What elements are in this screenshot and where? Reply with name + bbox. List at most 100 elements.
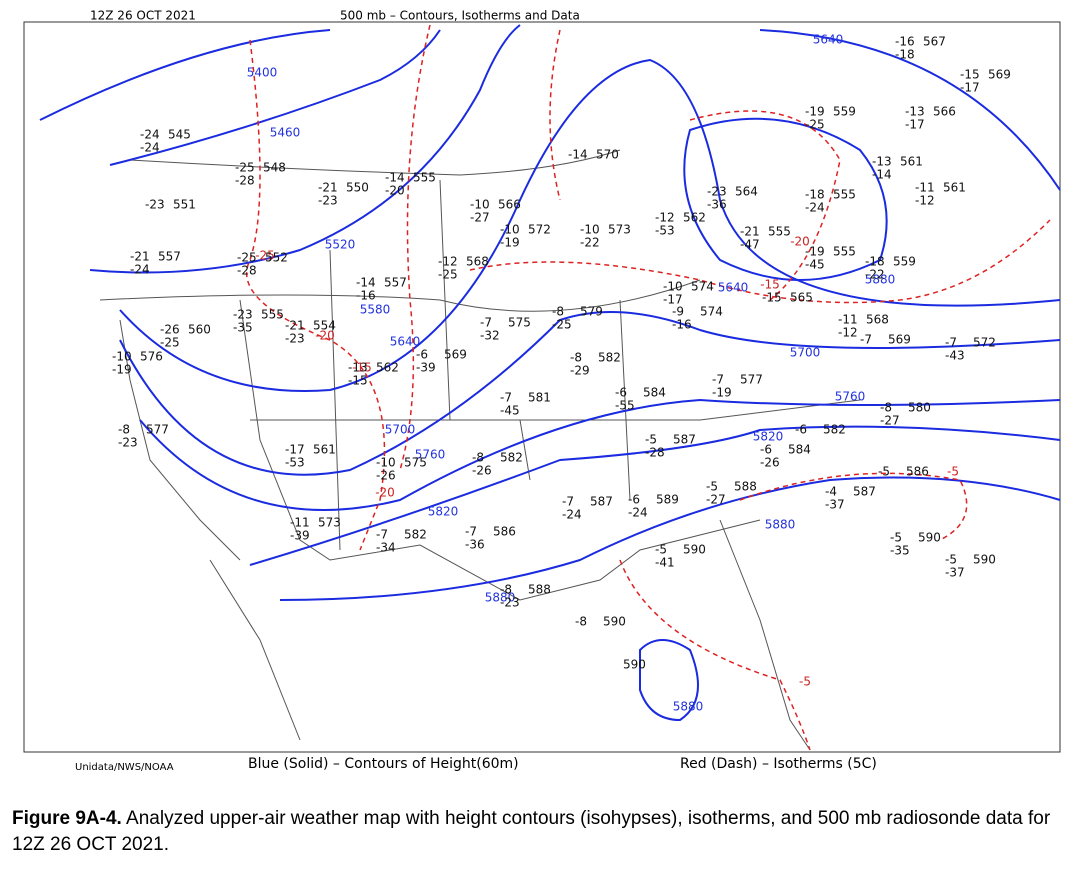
station-temp: -15 xyxy=(960,68,980,82)
station-dewpoint: -27 xyxy=(880,414,900,428)
station-height: 590 xyxy=(918,531,941,545)
station-temp: -25 xyxy=(235,161,255,175)
station-temp: -14 xyxy=(568,148,588,162)
labels: 12Z 26 OCT 2021 500 mb – Contours, Isoth… xyxy=(75,9,877,774)
station-temp: -5 xyxy=(706,480,718,494)
height-contour-label: 5700 xyxy=(790,346,821,360)
height-contour-label: 5520 xyxy=(325,238,356,252)
station-temp: -17 xyxy=(285,443,305,457)
height-contour-label: 5400 xyxy=(247,66,278,80)
station-temp: -23 xyxy=(145,198,165,212)
caption-text: Analyzed upper-air weather map with heig… xyxy=(12,808,1051,855)
height-contour-label: 5880 xyxy=(485,591,516,605)
station-dewpoint: -53 xyxy=(285,456,305,470)
station-dewpoint: -24 xyxy=(562,508,582,522)
station-temp: -24 xyxy=(140,128,160,142)
station-dewpoint: -43 xyxy=(945,349,965,363)
station-height: 559 xyxy=(893,255,916,269)
station-temp: -13 xyxy=(872,155,892,169)
station-temp: -4 xyxy=(825,485,837,499)
station-height: 584 xyxy=(788,443,811,457)
station-temp: -10 xyxy=(376,456,396,470)
station-dewpoint: -18 xyxy=(895,48,915,62)
station-height: 586 xyxy=(906,465,929,479)
station-dewpoint: -24 xyxy=(805,201,825,215)
station-dewpoint: -24 xyxy=(140,141,160,155)
station-height: 572 xyxy=(973,336,996,350)
station-height: 555 xyxy=(833,188,856,202)
station-dewpoint: -55 xyxy=(615,399,635,413)
station-dewpoint: -26 xyxy=(376,469,396,483)
station-dewpoint: -32 xyxy=(480,329,500,343)
station-temp: -11 xyxy=(915,181,935,195)
station-height: 573 xyxy=(608,223,631,237)
station-temp: -5 xyxy=(878,465,890,479)
station-height: 559 xyxy=(833,105,856,119)
station-temp: -7 xyxy=(500,391,512,405)
station-height: 582 xyxy=(598,351,621,365)
station-dewpoint: -24 xyxy=(130,263,150,277)
station-dewpoint: -17 xyxy=(960,81,980,95)
isotherm-label: -25 xyxy=(255,249,275,263)
station-dewpoint: -39 xyxy=(416,361,436,375)
station-temp: -6 xyxy=(628,493,640,507)
station-dewpoint: -37 xyxy=(945,566,965,580)
station-temp: -7 xyxy=(712,373,724,387)
station-temp: -10 xyxy=(470,198,490,212)
station-height: 584 xyxy=(643,386,666,400)
station-temp: -14 xyxy=(385,171,405,185)
station-dewpoint: -25 xyxy=(438,268,458,282)
station-height: 581 xyxy=(528,391,551,405)
station-dewpoint: -41 xyxy=(655,556,675,570)
station-dewpoint: -35 xyxy=(890,544,910,558)
station-dewpoint: -22 xyxy=(580,236,600,250)
station-temp: -7 xyxy=(945,336,957,350)
map-time: 12Z 26 OCT 2021 xyxy=(90,9,196,23)
isotherms xyxy=(245,24,1051,751)
station-temp: -10 xyxy=(663,280,683,294)
station-temp: -6 xyxy=(760,443,772,457)
station-temp: -21 xyxy=(285,319,305,333)
station-temp: -11 xyxy=(838,313,858,327)
station-temp: -8 xyxy=(570,351,582,365)
station-height: 589 xyxy=(656,493,679,507)
station-temp: -12 xyxy=(438,255,458,269)
station-dewpoint: -53 xyxy=(655,224,675,238)
height-contour-label: 5760 xyxy=(835,390,866,404)
station-dewpoint: -26 xyxy=(760,456,780,470)
station-temp: -18 xyxy=(865,255,885,269)
station-temp: -23 xyxy=(707,185,727,199)
isotherm-label: -5 xyxy=(799,675,811,689)
station-dewpoint: -28 xyxy=(235,174,255,188)
station-dewpoint: -27 xyxy=(470,211,490,225)
map-title: 500 mb – Contours, Isotherms and Data xyxy=(340,9,580,23)
station-height: 550 xyxy=(346,181,369,195)
station-height: 587 xyxy=(853,485,876,499)
station-height: 579 xyxy=(580,305,603,319)
station-temp: -23 xyxy=(233,308,253,322)
station-dewpoint: -23 xyxy=(318,194,338,208)
height-contour-label: 5460 xyxy=(270,126,301,140)
station-dewpoint: -23 xyxy=(118,436,138,450)
station-dewpoint: -34 xyxy=(376,541,396,555)
station-dewpoint: -27 xyxy=(706,493,726,507)
station-height: 554 xyxy=(313,319,336,333)
station-dewpoint: -22 xyxy=(865,268,885,282)
station-temp: -8 xyxy=(118,423,130,437)
station-height: 582 xyxy=(500,451,523,465)
isotherm-label: -20 xyxy=(375,486,395,500)
isotherm-label: -5 xyxy=(947,465,959,479)
height-contour-label: 5880 xyxy=(673,700,704,714)
station-temp: -8 xyxy=(880,401,892,415)
station-temp: -6 xyxy=(416,348,428,362)
station-dewpoint: -45 xyxy=(805,258,825,272)
station-height: 569 xyxy=(988,68,1011,82)
station-height: 551 xyxy=(173,198,196,212)
station-dewpoint: -28 xyxy=(645,446,665,460)
station-height: 569 xyxy=(888,333,911,347)
station-temp: -10 xyxy=(112,350,132,364)
blue-legend: Blue (Solid) – Contours of Height(60m) xyxy=(248,756,519,772)
station-temp: -8 xyxy=(575,615,587,629)
station-height: 555 xyxy=(413,171,436,185)
station-dewpoint: -12 xyxy=(838,326,858,340)
